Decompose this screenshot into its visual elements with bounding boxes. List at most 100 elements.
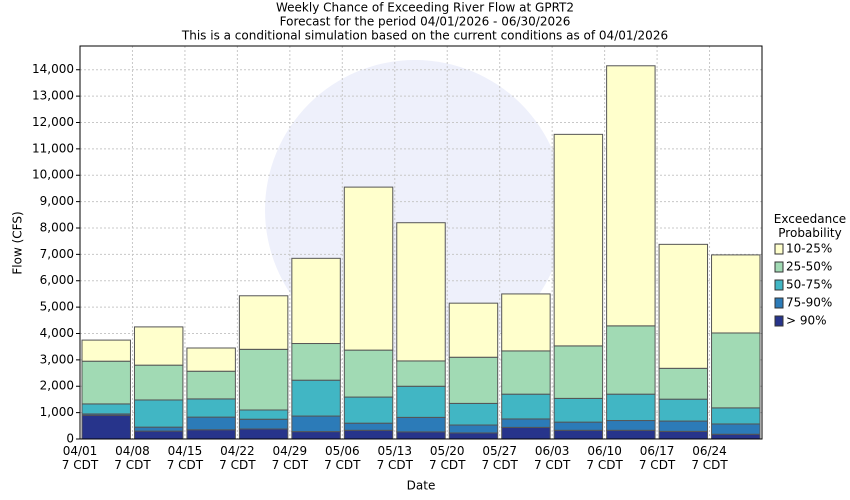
bar-segment (606, 429, 656, 440)
bar-segment (238, 348, 289, 411)
legend-label: > 90% (786, 314, 827, 328)
y-tick-label: 0 (66, 432, 74, 446)
bar-segment (81, 339, 131, 362)
x-tick-label: 06/17 7 CDT (639, 444, 676, 472)
bar-segment (396, 416, 446, 433)
bar-segment (711, 254, 761, 334)
y-axis-label: Flow (CFS) (11, 211, 25, 274)
bar-segment (658, 420, 709, 432)
y-tick-label: 1,000 (40, 405, 74, 419)
x-tick-label: 04/22 7 CDT (219, 444, 256, 472)
bar-segment (133, 430, 184, 440)
bar-segment (133, 399, 184, 428)
y-tick-label: 5,000 (40, 300, 74, 314)
legend-swatch (774, 261, 784, 273)
x-tick-label: 06/10 7 CDT (586, 444, 623, 472)
bar-segment (658, 243, 709, 369)
bar-segment (81, 403, 131, 415)
legend-label: 25-50% (786, 260, 832, 274)
x-tick-label: 04/01 7 CDT (62, 444, 99, 472)
bar-segment (133, 364, 184, 401)
bar-segment (606, 393, 656, 422)
bar-segment (448, 356, 499, 404)
bar-segment (658, 430, 709, 440)
x-tick-label: 04/29 7 CDT (272, 444, 309, 472)
bar-segment (501, 418, 551, 428)
bar-segment (448, 424, 499, 434)
x-tick-label: 05/13 7 CDT (377, 444, 414, 472)
bar-segment (186, 429, 236, 440)
bar-segment (133, 326, 184, 366)
bar-segment (238, 295, 289, 350)
y-tick-label: 8,000 (40, 220, 74, 234)
y-tick-label: 11,000 (32, 141, 74, 155)
y-tick-label: 7,000 (40, 247, 74, 261)
x-tick-label: 05/27 7 CDT (481, 444, 518, 472)
legend-swatch (774, 297, 784, 309)
bar-segment (186, 416, 236, 431)
bar-segment (238, 409, 289, 420)
bar-segment (343, 349, 394, 398)
bar-segment (711, 433, 761, 440)
x-tick-label: 04/15 7 CDT (167, 444, 204, 472)
bar-segment (343, 186, 394, 351)
bar-segment (81, 414, 131, 440)
chart-subtitle: Forecast for the period 04/01/2026 - 06/… (280, 15, 571, 29)
bar-segment (711, 407, 761, 425)
bar-segment (81, 360, 131, 405)
legend-label: 75-90% (786, 296, 832, 310)
bar-segment (396, 222, 446, 362)
y-tick-label: 9,000 (40, 194, 74, 208)
x-tick-label: 05/06 7 CDT (324, 444, 361, 472)
y-tick-label: 10,000 (32, 168, 74, 182)
bar-segment (343, 429, 394, 440)
bar-segment (291, 379, 341, 417)
bar-segment (606, 325, 656, 395)
chart-title: Weekly Chance of Exceeding River Flow at… (276, 1, 574, 15)
bar-segment (553, 421, 604, 431)
bar-segment (396, 385, 446, 418)
x-axis-label: Date (407, 479, 436, 493)
x-tick-label: 04/08 7 CDT (114, 444, 151, 472)
bar-segment (711, 332, 761, 409)
chart-note: This is a conditional simulation based o… (181, 29, 668, 43)
bar-segment (606, 65, 656, 327)
y-tick-label: 2,000 (40, 379, 74, 393)
bar-segment (291, 415, 341, 433)
plot-frame (79, 45, 763, 440)
y-tick-label: 6,000 (40, 273, 74, 287)
bar-segment (343, 396, 394, 424)
bar-segment (291, 257, 341, 345)
bar-segment (291, 431, 341, 440)
bar-segment (448, 302, 499, 358)
bar-segment (448, 402, 499, 426)
bar-segment (186, 347, 236, 372)
legend-title: Exceedance Probability (774, 212, 846, 240)
y-tick-label: 4,000 (40, 326, 74, 340)
bar-segment (501, 293, 551, 352)
bar-segment (658, 367, 709, 400)
legend-label: 50-75% (786, 278, 832, 292)
legend-swatch (774, 243, 784, 255)
bar-segment (501, 393, 551, 420)
legend-label: 10-25% (786, 242, 832, 256)
legend-swatch (774, 279, 784, 291)
bar-segment (448, 432, 499, 440)
bar-segment (553, 429, 604, 440)
bar-segment (553, 397, 604, 423)
bar-segment (553, 345, 604, 399)
bar-segment (396, 360, 446, 387)
y-tick-label: 3,000 (40, 352, 74, 366)
x-tick-label: 06/03 7 CDT (534, 444, 571, 472)
y-tick-label: 14,000 (32, 62, 74, 76)
bar-segment (238, 428, 289, 440)
bar-segment (238, 418, 289, 430)
bar-segment (186, 398, 236, 418)
x-tick-label: 05/20 7 CDT (429, 444, 466, 472)
bar-segment (291, 343, 341, 381)
bar-segment (501, 350, 551, 395)
bar-segment (343, 422, 394, 431)
bar-segment (606, 420, 656, 431)
bar-segment (501, 426, 551, 440)
